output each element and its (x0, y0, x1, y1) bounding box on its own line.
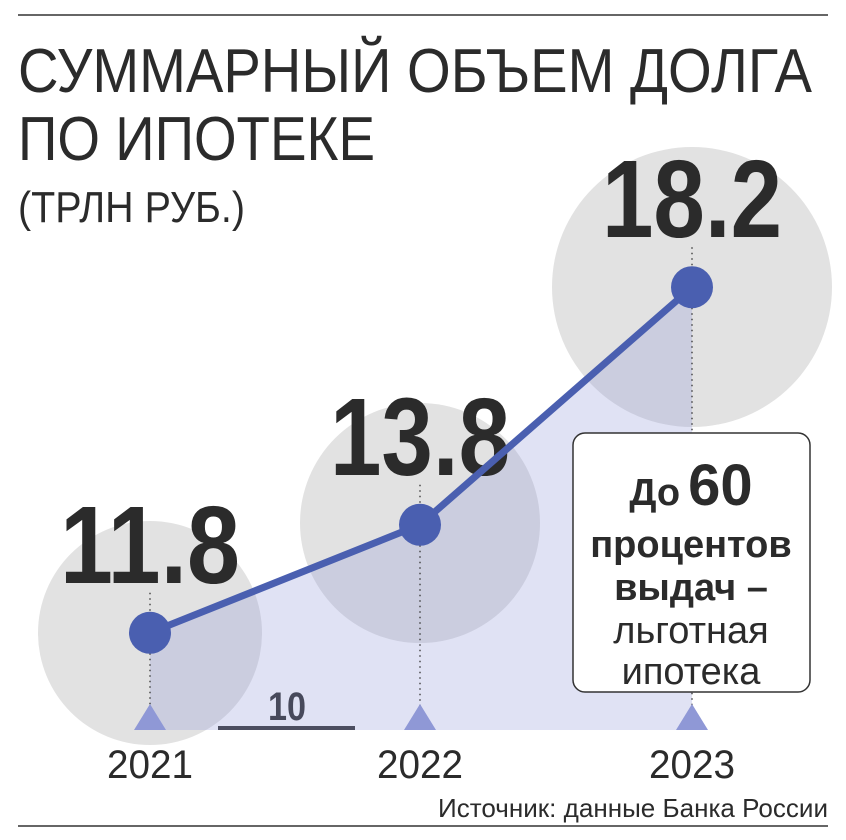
x-tick-label: 2022 (377, 743, 463, 787)
source: Источник: данные Банка России (438, 793, 828, 823)
area (150, 287, 692, 730)
chart-subtitle: (ТРЛН РУБ.) (18, 183, 245, 232)
category-marker (404, 704, 436, 730)
annotation-box (572, 432, 811, 693)
point (129, 611, 171, 654)
annotation-part: 60 (688, 453, 753, 518)
annotation-part: До (629, 472, 680, 514)
point (671, 266, 713, 309)
x-tick-label: 2021 (107, 743, 193, 787)
annotation: ипотека (622, 651, 762, 693)
data-label: 11.8 (60, 484, 240, 607)
x-tick-label: 2023 (649, 743, 735, 787)
category-marker (134, 704, 166, 730)
y-tick-label: 10 (268, 685, 306, 729)
chart-title: ПО ИПОТЕКЕ (18, 105, 375, 174)
chart-title: СУММАРНЫЙ ОБЪЕМ ДОЛГА (18, 36, 813, 106)
annotation: выдач – (614, 567, 768, 609)
annotation: До 60 (629, 453, 752, 518)
data-label: 18.2 (602, 138, 782, 261)
annotation: процентов (590, 524, 792, 566)
annotation: льготная (613, 610, 768, 652)
data-label: 13.8 (330, 376, 510, 499)
category-marker (676, 704, 708, 730)
point (399, 503, 441, 546)
